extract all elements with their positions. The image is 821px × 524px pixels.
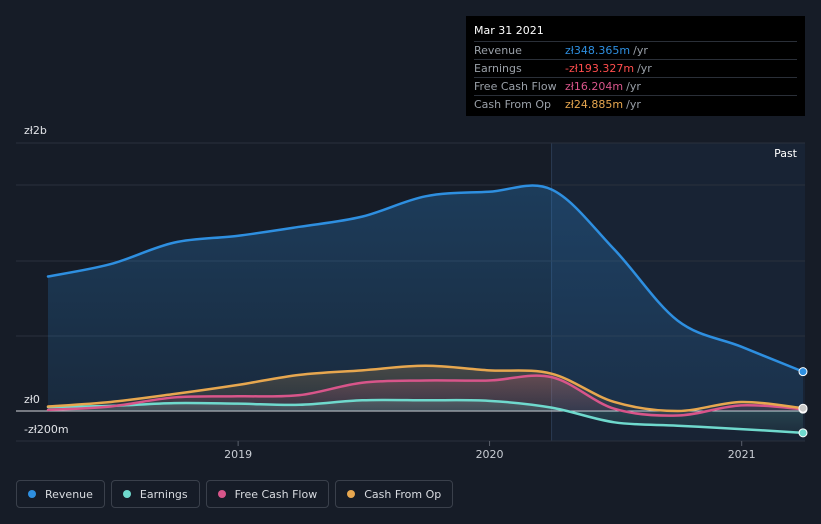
series-line-free-cash-flow — [46, 374, 805, 417]
legend-dot-icon — [28, 490, 36, 498]
series-end-point-cash-from-op — [798, 403, 808, 413]
legend-dot-icon — [122, 490, 131, 498]
legend-label: Earnings — [139, 487, 188, 501]
tooltip-value: zł24.885m — [565, 98, 624, 111]
series-end-point-revenue — [798, 367, 808, 377]
tooltip-unit: /yr — [637, 62, 652, 75]
legend-label: Cash From Op — [364, 487, 442, 501]
y-tick-label: zł0 — [24, 393, 40, 406]
series-area-revenue — [48, 185, 803, 411]
legend-item-revenue[interactable]: Revenue — [16, 480, 105, 508]
tooltip-row-cash-from-op: Cash From Op zł24.885m /yr — [474, 95, 797, 113]
tooltip-value: zł16.204m — [565, 80, 624, 93]
y-tick-label: zł2b — [24, 124, 47, 137]
series-end-point-earnings — [798, 428, 808, 438]
legend-label: Free Cash Flow — [234, 487, 318, 501]
legend-item-free-cash-flow[interactable]: Free Cash Flow — [205, 480, 330, 508]
tooltip-label: Free Cash Flow — [474, 80, 557, 93]
tooltip-label: Cash From Op — [474, 98, 552, 111]
legend-item-cash-from-op[interactable]: Cash From Op — [335, 480, 454, 508]
series-line-revenue — [46, 184, 805, 373]
series-area-cash-from-op — [48, 365, 803, 411]
x-tick-label: 2021 — [728, 448, 756, 461]
tooltip-row-earnings: Earnings -zł193.327m /yr — [474, 59, 797, 77]
legend-dot-icon — [217, 490, 226, 498]
tooltip: Mar 31 2021 Revenue zł348.365m /yr Earni… — [466, 16, 805, 116]
tooltip-date: Mar 31 2021 — [474, 24, 544, 37]
tooltip-label: Earnings — [474, 62, 522, 75]
legend-item-earnings[interactable]: Earnings — [110, 480, 200, 508]
x-tick-label: 2020 — [476, 448, 504, 461]
past-label: Past — [774, 147, 798, 160]
legend-label: Revenue — [45, 487, 93, 501]
series-line-earnings — [46, 398, 805, 435]
tooltip-unit: /yr — [633, 44, 648, 57]
x-tick-label: 2019 — [224, 448, 252, 461]
tooltip-row-revenue: Revenue zł348.365m /yr — [474, 41, 797, 59]
legend-dot-icon — [347, 490, 356, 498]
series-line-cash-from-op — [46, 364, 805, 413]
legend: Revenue Earnings Free Cash Flow Cash Fro… — [16, 480, 454, 508]
tooltip-row-free-cash-flow: Free Cash Flow zł16.204m /yr — [474, 77, 797, 95]
y-tick-label: -zł200m — [24, 423, 69, 436]
tooltip-label: Revenue — [474, 44, 522, 57]
tooltip-unit: /yr — [626, 98, 641, 111]
tooltip-value: -zł193.327m — [565, 62, 635, 75]
tooltip-value: zł348.365m — [565, 44, 631, 57]
tooltip-unit: /yr — [626, 80, 641, 93]
